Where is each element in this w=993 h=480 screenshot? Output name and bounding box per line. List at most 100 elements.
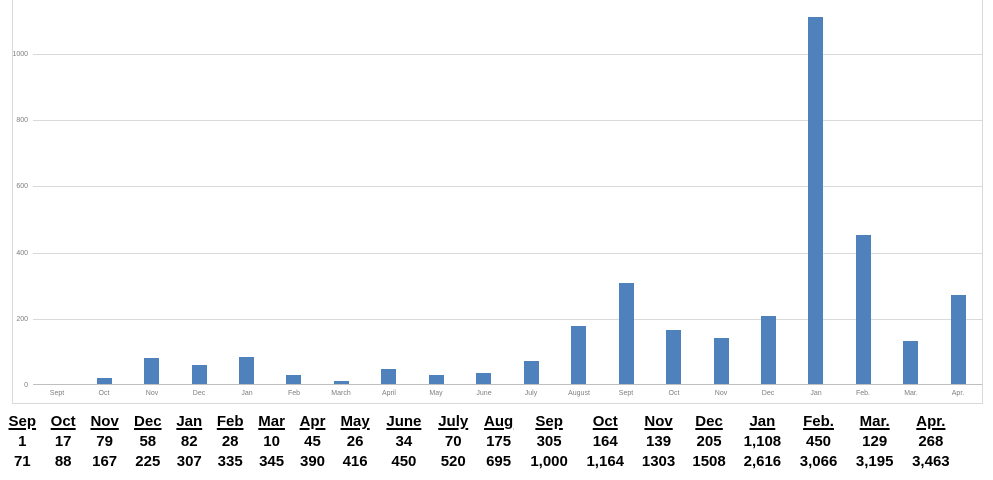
y-axis-tick-label: 1000 [12,51,28,58]
month-header-cell: Mar [258,413,285,430]
cumulative-value-cell: 1,164 [586,453,625,470]
month-header-cell: Aug [484,413,514,430]
monthly-value-cell: 45 [304,433,321,450]
month-header-row: Sep Oct Nov Dec Jan Feb Mar Apr May June July Aug Se… [1,412,959,432]
x-axis-label: Dec [761,390,775,397]
month-header-cell: Jan [176,413,203,430]
bar-feb-17 [856,235,871,384]
month-header-cell: Feb. [803,413,834,430]
month-header-cell: Sep [535,413,563,430]
month-header-cell: Jan [749,413,776,430]
x-axis-label: Sept [49,390,65,397]
monthly-value-cell: 70 [444,433,462,450]
gridline-800 [33,120,982,121]
bar-dec-3 [192,365,207,384]
month-header-cell: Dec [695,413,723,430]
bar-oct-13 [666,330,681,384]
x-axis-label: April [381,390,396,397]
month-header-cell: Apr [299,413,326,430]
chart-border [12,0,983,404]
x-axis-label: August [568,390,590,397]
y-axis-tick-label: 600 [16,183,28,190]
cumulative-value-cell: 345 [259,453,285,470]
bar-sept-12 [619,283,634,384]
x-axis-label: Oct [668,390,680,397]
x-axis-line [33,384,982,385]
bar-april-7 [381,369,396,384]
monthly-value-cell: 305 [536,433,562,450]
x-axis-label: Apr. [951,390,965,397]
bar-jan-4 [239,357,254,384]
y-axis-tick-label: 800 [16,117,28,124]
bar-chart: 0 200 400 600 800 1000 Sept Oct Nov Dec Jan Feb Marc… [12,0,983,404]
x-axis-label: July [524,390,538,397]
cumulative-value-cell: 390 [299,453,326,470]
cumulative-value-cell: 225 [135,453,161,470]
month-header-cell: Dec [134,413,162,430]
monthly-value-cell: 34 [395,433,413,450]
monthly-value-cell: 268 [918,433,944,450]
gridline-1000 [33,54,982,55]
x-axis-label: June [476,390,492,397]
bar-feb-5 [286,375,301,384]
cumulative-value-cell: 3,066 [799,453,838,470]
monthly-value-cell: 10 [263,433,280,450]
monthly-value-cell: 129 [862,433,888,450]
month-header-cell: Mar. [859,413,890,430]
cumulative-value-cell: 1303 [641,453,676,470]
monthly-value-cell: 164 [592,433,618,450]
cumulative-value-cell: 1508 [692,453,726,470]
bar-june-9 [476,373,491,384]
monthly-value-cell: 1,108 [743,433,782,450]
bar-march-6 [334,381,349,384]
bar-apr-19 [951,295,966,384]
cumulative-value-cell: 2,616 [743,453,782,470]
bar-july-10 [524,361,539,384]
gridline-200 [33,319,982,320]
x-axis-label: May [429,390,443,397]
month-data-table: Sep Oct Nov Dec Jan Feb Mar Apr May June July Aug Se… [1,412,959,472]
month-header-cell: July [438,413,469,430]
cumulative-value-cell: 167 [92,453,118,470]
monthly-value-cell: 175 [486,433,512,450]
cumulative-value-cell: 307 [176,453,202,470]
cumulative-value-cell: 416 [342,453,368,470]
bar-august-11 [571,326,586,384]
monthly-value-cell: 205 [696,433,722,450]
monthly-value-cell: 79 [96,433,113,450]
month-header-cell: Oct [50,413,76,430]
monthly-value-cell: 58 [139,433,157,450]
month-header-cell: June [386,413,422,430]
monthly-value-cell: 28 [221,433,239,450]
cumulative-value-cell: 520 [440,453,466,470]
y-axis-tick-label: 400 [16,250,28,257]
monthly-value-cell: 450 [806,433,832,450]
bar-nov-2 [144,358,159,384]
monthly-value-cell: 26 [346,433,364,450]
bar-mar-18 [903,341,918,384]
y-axis-tick-label: 0 [24,382,28,389]
bar-may-8 [429,375,444,384]
cumulative-value-cell: 1,000 [530,453,568,470]
bar-nov-14 [714,338,729,384]
x-axis-label: March [331,390,351,397]
y-axis-tick-label: 200 [16,316,28,323]
month-header-cell: May [340,413,370,430]
x-axis-label: Oct [98,390,110,397]
x-axis-label: Feb [287,390,301,397]
monthly-value-cell: 1 [18,433,27,450]
cumulative-value-cell: 335 [217,453,243,470]
monthly-value-cell: 139 [646,433,672,450]
x-axis-label: Nov [145,390,159,397]
gridline-600 [33,186,982,187]
month-header-cell: Nov [644,413,673,430]
cumulative-value-cell: 71 [13,453,31,470]
month-header-cell: Nov [90,413,119,430]
x-axis-label: Jan [810,390,822,397]
x-axis-label: Sept [618,390,634,397]
x-axis-label: Nov [714,390,728,397]
bar-dec-15 [761,316,776,384]
gridline-400 [33,253,982,254]
monthly-value-cell: 17 [54,433,72,450]
